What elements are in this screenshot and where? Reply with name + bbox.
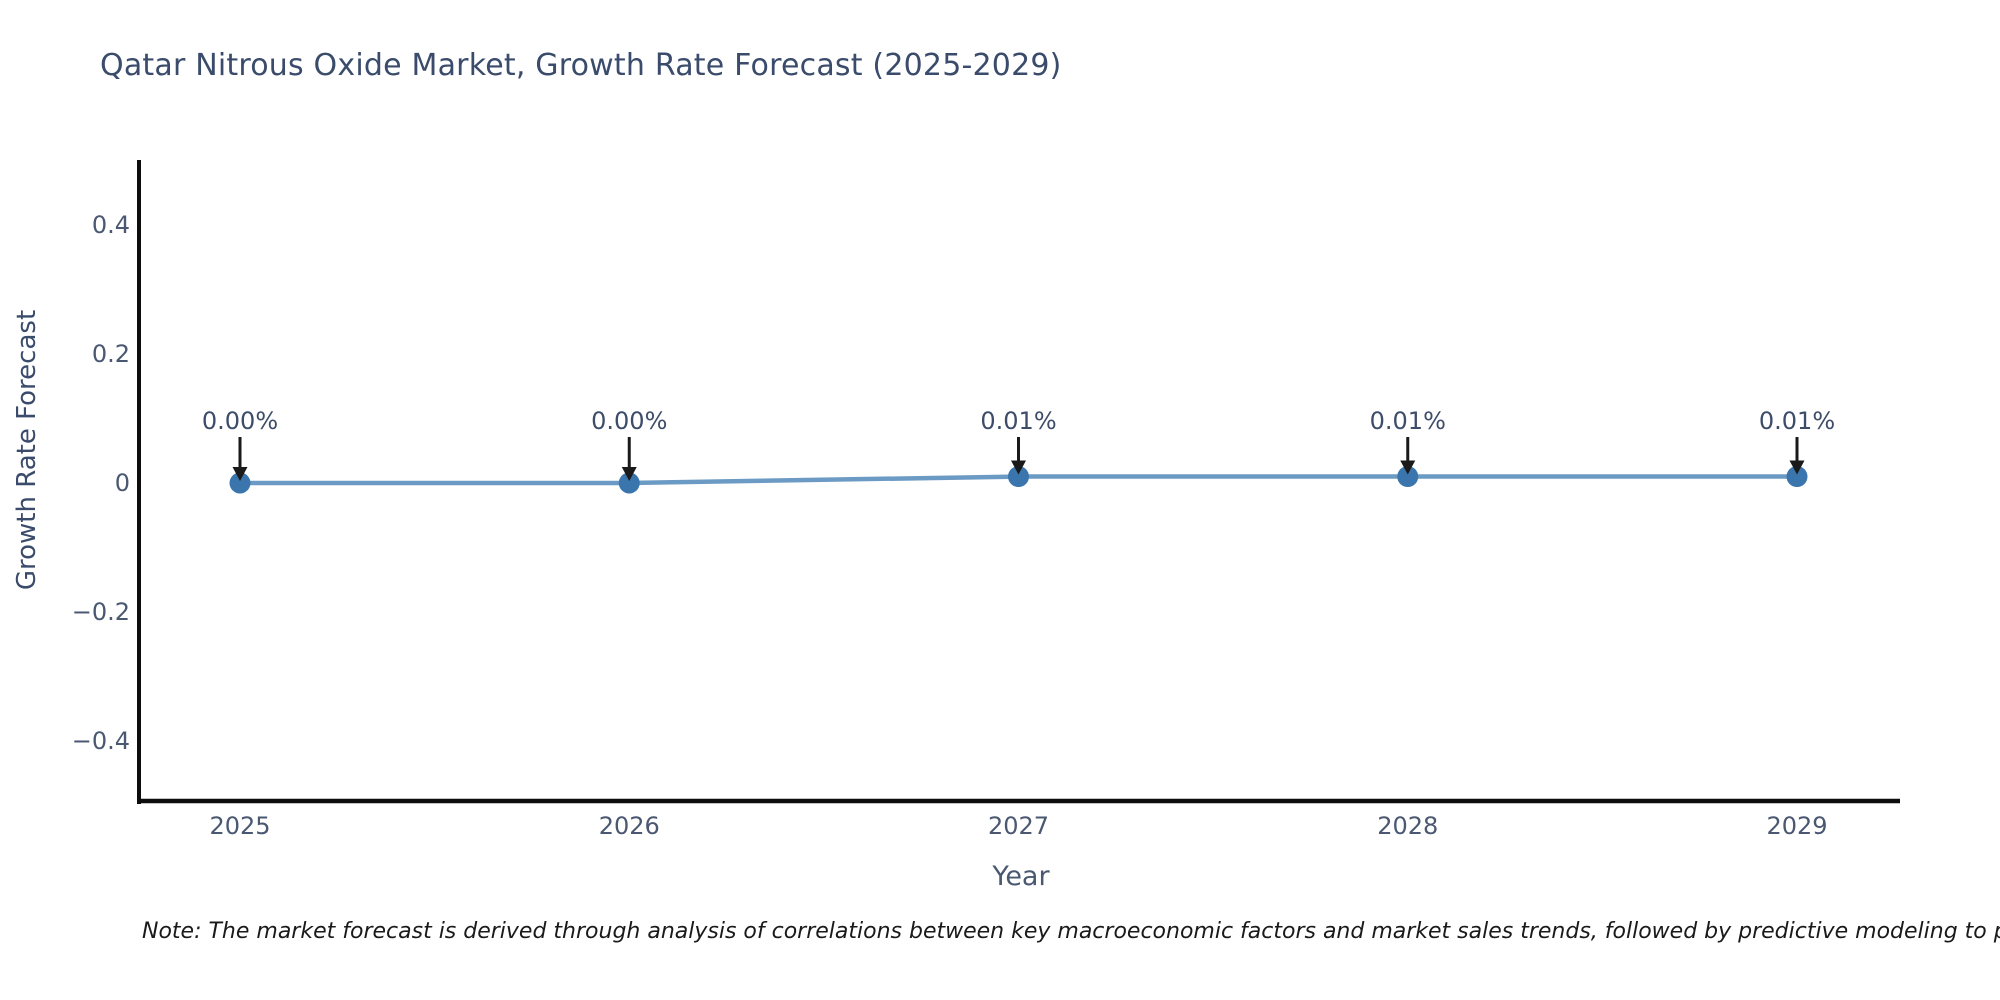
data-point-2026 (618, 472, 640, 494)
x-tick-label: 2029 (1766, 812, 1827, 840)
point-annotation: 0.01% (980, 407, 1056, 435)
data-point-2027 (1008, 466, 1029, 488)
x-tick-label: 2026 (599, 812, 660, 840)
x-axis-title: Year (992, 861, 1050, 892)
point-annotation: 0.00% (591, 407, 667, 435)
annotation-arrow-head (1789, 460, 1805, 475)
point-annotation: 0.00% (202, 407, 278, 435)
y-tick-label: 0.2 (92, 340, 130, 368)
annotation-arrow-head (1011, 460, 1026, 475)
point-annotation: 0.01% (1759, 407, 1835, 435)
data-point-2029 (1786, 466, 1808, 488)
annotation-arrow-head (1400, 460, 1416, 475)
x-tick-label: 2027 (988, 812, 1049, 840)
footnote: Note: The market forecast is derived thr… (142, 919, 2000, 944)
y-tick-label: 0.4 (92, 211, 130, 239)
annotation-arrow-head (621, 467, 637, 481)
data-point-2025 (229, 472, 251, 494)
point-annotation: 0.01% (1370, 407, 1446, 435)
x-tick-label: 2028 (1377, 812, 1438, 840)
chart-title: Qatar Nitrous Oxide Market, Growth Rate … (100, 48, 1062, 83)
y-tick-label: −0.4 (72, 727, 130, 755)
annotation-arrow-head (232, 467, 248, 481)
x-tick-label: 2025 (209, 812, 270, 840)
data-point-2028 (1397, 466, 1419, 488)
y-tick-label: −0.2 (72, 598, 130, 626)
y-tick-label: 0 (115, 469, 130, 497)
